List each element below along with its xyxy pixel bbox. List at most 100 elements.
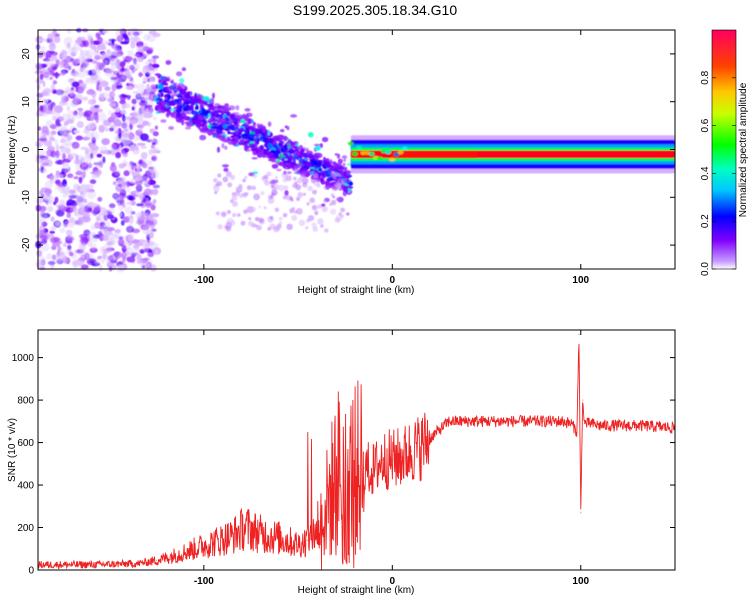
heatmap-cell	[245, 144, 249, 149]
heatmap-cell	[160, 75, 166, 81]
heatmap-cell	[109, 90, 116, 99]
heatmap-cell	[342, 166, 345, 170]
heatmap-cell	[46, 253, 53, 260]
heatmap-cell	[121, 73, 128, 80]
heatmap-cell	[263, 206, 267, 210]
heatmap-cell	[40, 63, 48, 68]
heatmap-cell	[147, 236, 151, 244]
heatmap-cell	[207, 113, 211, 117]
heatmap-cell	[59, 49, 67, 57]
heatmap-cell	[140, 145, 147, 149]
heatmap-cell	[116, 230, 121, 236]
heatmap-cell	[129, 32, 139, 43]
heatmap-cell	[73, 176, 79, 180]
heatmap-cell	[196, 94, 204, 100]
heatmap-cell	[69, 218, 74, 223]
heatmap-cell	[100, 258, 106, 264]
heatmap-cell	[63, 36, 73, 47]
heatmap-cell	[243, 209, 248, 214]
heatmap-cell	[347, 174, 353, 178]
heatmap-cell	[317, 204, 322, 209]
heatmap-cell	[244, 175, 248, 179]
heatmap-ytick-label: 10	[21, 96, 32, 108]
heatmap-cell	[95, 161, 102, 168]
heatmap-cell	[135, 191, 140, 196]
heatmap-cell	[193, 116, 200, 122]
heatmap-cell	[346, 178, 350, 183]
heatmap-cell	[260, 191, 265, 196]
heatmap-cell	[234, 191, 240, 197]
heatmap-cell	[93, 204, 101, 213]
heatmap-cell	[147, 122, 152, 127]
heatmap-cell	[38, 256, 47, 264]
heatmap-cell	[107, 98, 115, 103]
heatmap-cell	[203, 121, 208, 125]
heatmap-cell	[92, 60, 98, 64]
heatmap-cell	[138, 99, 148, 107]
heatmap-cell	[128, 215, 134, 224]
heatmap-cell	[134, 180, 143, 186]
heatmap-cell	[70, 57, 74, 63]
heatmap-cell	[111, 232, 118, 238]
heatmap-cell	[145, 86, 154, 95]
heatmap-cell	[44, 72, 53, 81]
colorbar-frame	[711, 29, 737, 270]
heatmap-cell	[59, 100, 66, 106]
heatmap-cell	[291, 161, 295, 167]
snr-point	[582, 399, 584, 401]
snr-xtick-label: 0	[390, 576, 396, 587]
heatmap-cell	[49, 177, 56, 184]
heatmap-cell	[59, 203, 65, 209]
heatmap-cell	[152, 57, 157, 65]
heatmap-cell	[245, 125, 250, 129]
heatmap-cell	[71, 70, 80, 78]
heatmap-cell	[212, 132, 216, 137]
heatmap-cell	[176, 71, 183, 77]
heatmap-cell	[246, 185, 252, 191]
heatmap-cell	[75, 111, 84, 119]
heatmap-cell	[68, 125, 77, 134]
heatmap-cell	[167, 94, 171, 100]
heatmap-cell	[298, 145, 303, 150]
heatmap-cell	[36, 219, 45, 227]
snr-point	[278, 537, 280, 539]
heatmap-cell	[85, 49, 94, 58]
heatmap-cell	[312, 226, 318, 232]
heatmap-cell	[245, 112, 253, 118]
heatmap-cell	[127, 49, 134, 57]
heatmap-cell	[235, 122, 240, 128]
heatmap-cell	[226, 111, 230, 117]
heatmap-cell	[273, 226, 280, 233]
heatmap-cell	[113, 169, 121, 176]
heatmap-cell	[37, 149, 46, 158]
heatmap-cell	[138, 71, 143, 78]
heatmap-cell	[102, 243, 112, 254]
heatmap-cell	[165, 113, 172, 116]
heatmap-cell	[111, 114, 118, 121]
heatmap-cell	[136, 41, 144, 48]
heatmap-cell	[317, 218, 324, 225]
heatmap-cell	[55, 257, 62, 265]
heatmap-cell	[121, 102, 127, 110]
heatmap-cell	[336, 178, 344, 185]
heatmap-cell	[66, 229, 73, 236]
heatmap-cell	[66, 199, 76, 206]
snr-ytick-label: 600	[17, 438, 34, 449]
heatmap-cell	[215, 211, 220, 216]
heatmap-ylabel: Frequency (Hz)	[7, 116, 18, 185]
heatmap-cell	[135, 129, 144, 137]
heatmap-cell	[319, 143, 323, 149]
heatmap-cell	[221, 143, 225, 149]
heatmap-cell	[328, 165, 336, 172]
heatmap-cell	[310, 158, 316, 163]
heatmap-cell	[162, 80, 167, 85]
heatmap-cell	[114, 179, 125, 189]
heatmap-cell	[88, 43, 96, 49]
heatmap-cell	[97, 196, 103, 202]
heatmap-cell	[177, 82, 185, 89]
heatmap-cell	[93, 257, 100, 265]
heatmap-cell	[154, 249, 159, 255]
heatmap-cell	[313, 153, 320, 159]
heatmap-cell	[124, 36, 129, 40]
